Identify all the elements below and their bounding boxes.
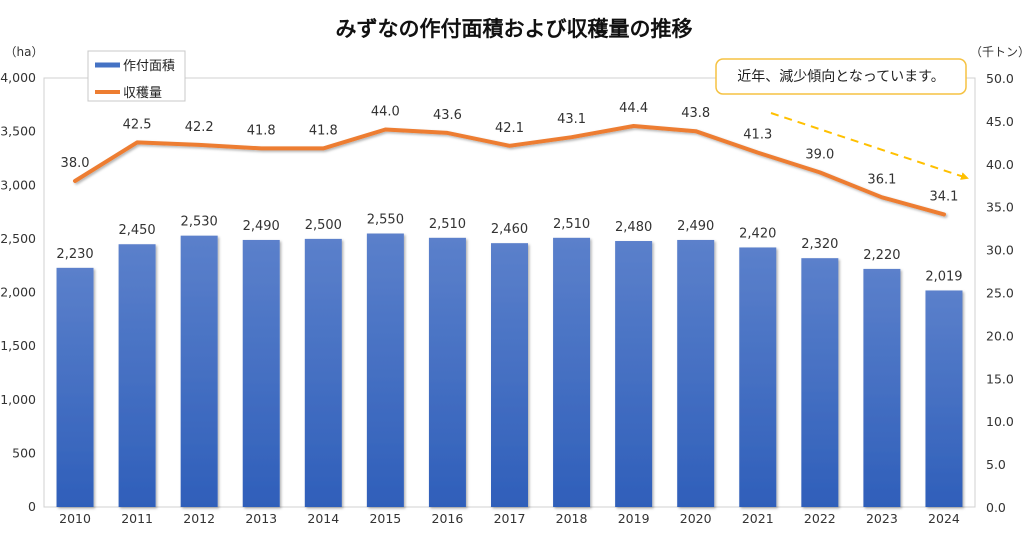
left-tick-label: 3,500: [0, 124, 36, 139]
right-tick-label: 15.0: [986, 371, 1014, 386]
x-tick-label: 2012: [183, 511, 215, 526]
right-axis-unit: （千トン）: [970, 45, 1028, 59]
legend-label-harvest: 収穫量: [123, 86, 162, 101]
line-data-label: 36.1: [867, 172, 896, 187]
line-data-label: 43.8: [681, 106, 710, 121]
bar-data-label: 2,510: [553, 217, 590, 232]
bar-data-label: 2,460: [491, 222, 528, 237]
line-data-label: 41.3: [743, 128, 772, 143]
left-tick-label: 4,000: [0, 70, 36, 85]
x-axis: 2010 2011 2012 2013 2014 2015 2016 2017 2018 2019…: [59, 511, 960, 526]
line-data-label: 44.0: [371, 104, 400, 119]
bar-data-labels: 2,230 2,450 2,530 2,490 2,500 2,550 2,510 2,460…: [56, 213, 962, 285]
x-tick-label: 2024: [928, 511, 960, 526]
left-tick-label: 1,500: [0, 338, 36, 353]
bar-data-label: 2,320: [801, 237, 838, 252]
x-tick-label: 2017: [494, 511, 526, 526]
bar: [491, 243, 528, 508]
bar-series: [56, 233, 963, 508]
x-tick-label: 2021: [742, 511, 774, 526]
x-tick-label: 2018: [556, 511, 588, 526]
left-tick-label: 2,500: [0, 231, 36, 246]
bar: [615, 241, 653, 507]
x-tick-label: 2020: [680, 511, 712, 526]
bar: [925, 290, 963, 507]
legend-label-area: 作付面積: [123, 59, 175, 74]
bar: [863, 268, 901, 507]
bar-data-label: 2,230: [56, 247, 93, 262]
bar-data-label: 2,480: [615, 220, 652, 235]
right-tick-label: 50.0: [986, 71, 1014, 86]
bar-data-label: 2,019: [925, 269, 962, 284]
bar-data-label: 2,530: [181, 215, 218, 230]
bar-data-label: 2,420: [739, 226, 776, 241]
x-tick-label: 2022: [804, 511, 836, 526]
right-tick-label: 30.0: [986, 243, 1014, 258]
bar: [118, 244, 156, 508]
bar-data-label: 2,510: [429, 217, 466, 232]
right-tick-label: 10.0: [986, 414, 1014, 429]
annotation-box: [715, 58, 967, 95]
bar: [677, 239, 715, 507]
chart-title: みずなの作付面積および収穫量の推移: [336, 17, 693, 41]
x-tick-label: 2010: [59, 511, 91, 526]
line-data-label: 38.0: [61, 156, 90, 171]
left-tick-label: 2,000: [0, 285, 36, 300]
right-tick-label: 5.0: [986, 457, 1006, 472]
bar: [366, 233, 404, 507]
x-tick-label: 2015: [369, 511, 401, 526]
harvest-line: [73, 124, 946, 217]
line-data-label: 43.1: [557, 112, 586, 127]
x-tick-label: 2013: [245, 511, 277, 526]
legend: 作付面積 収穫量: [87, 50, 186, 102]
line-data-label: 39.0: [805, 147, 834, 162]
bar: [801, 258, 839, 507]
right-tick-label: 45.0: [986, 114, 1014, 129]
bar-data-label: 2,220: [863, 248, 900, 263]
bar: [304, 238, 342, 507]
bar-data-label: 2,550: [367, 213, 404, 228]
bar-data-label: 2,450: [118, 223, 155, 238]
right-tick-label: 0.0: [986, 500, 1006, 515]
x-tick-label: 2019: [618, 511, 650, 526]
trend-arrow: [770, 112, 969, 180]
left-axis: 0 500 1,000 1,500 2,000 2,500 3,000 3,500 4,000: [0, 70, 36, 514]
line-data-label: 34.1: [929, 189, 958, 204]
bar: [739, 247, 777, 507]
bar: [428, 237, 466, 508]
x-tick-label: 2014: [307, 511, 339, 526]
line-data-label: 42.5: [123, 117, 152, 132]
line-data-label: 42.2: [185, 120, 214, 135]
right-tick-label: 20.0: [986, 328, 1014, 343]
x-tick-label: 2023: [866, 511, 898, 526]
line-data-label: 44.4: [619, 101, 648, 116]
bar: [180, 235, 218, 507]
line-data-label: 43.6: [433, 108, 462, 123]
right-axis: 0.0 5.0 10.0 15.0 20.0 25.0 30.0 35.0 40.0 45.0 50…: [986, 71, 1014, 515]
right-tick-label: 25.0: [986, 286, 1014, 301]
bar-data-label: 2,490: [677, 219, 714, 234]
bar: [242, 239, 280, 507]
line-data-label: 41.8: [247, 123, 276, 138]
line-data-label: 41.8: [309, 123, 338, 138]
left-tick-label: 0: [28, 499, 36, 514]
bar: [553, 237, 591, 508]
bar: [56, 267, 94, 507]
right-tick-label: 40.0: [986, 157, 1014, 172]
left-tick-label: 500: [12, 445, 36, 460]
line-data-label: 42.1: [495, 121, 524, 136]
annotation-text: 近年、減少傾向となっています。: [737, 68, 944, 85]
line-data-labels: 38.0 42.5 42.2 41.8 41.8 44.0 43.6 42.1 43.1 44.4…: [61, 101, 959, 204]
left-axis-unit: （ha）: [5, 45, 44, 59]
annotation: 近年、減少傾向となっています。: [715, 58, 969, 180]
right-tick-label: 35.0: [986, 200, 1014, 215]
x-tick-label: 2016: [432, 511, 464, 526]
left-tick-label: 1,000: [0, 392, 36, 407]
bar-data-label: 2,500: [305, 218, 342, 233]
line-series: [73, 124, 946, 217]
x-tick-label: 2011: [121, 511, 153, 526]
bar-data-label: 2,490: [243, 219, 280, 234]
left-tick-label: 3,000: [0, 177, 36, 192]
